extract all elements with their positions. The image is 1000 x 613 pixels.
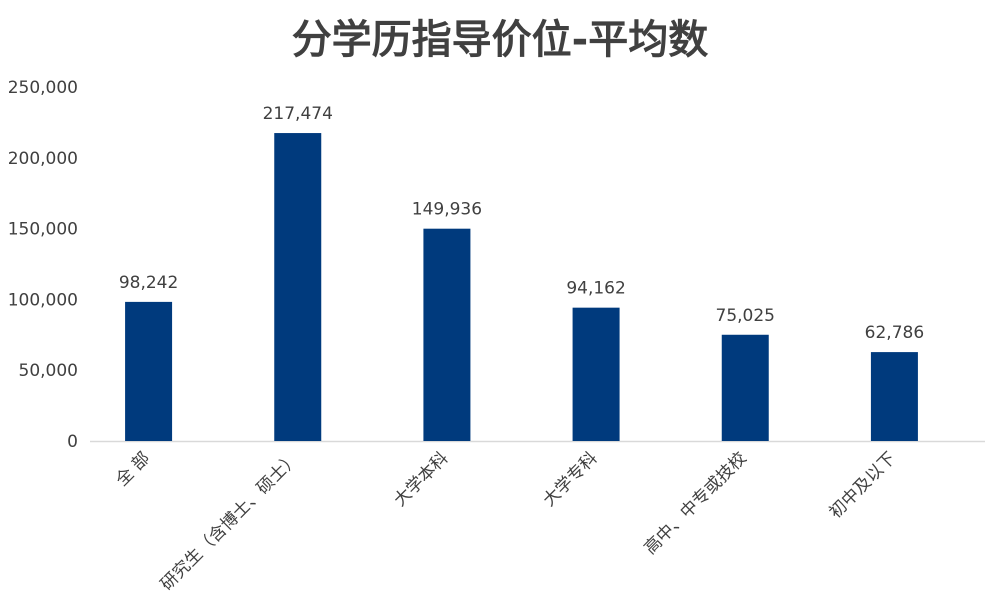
- bar: [721, 334, 769, 441]
- data-label: 75,025: [716, 306, 775, 326]
- bar: [274, 133, 322, 441]
- chart-title: 分学历指导价位-平均数: [292, 17, 709, 63]
- x-tick-label: 初中及以下: [826, 448, 900, 522]
- x-tick-label: 大学本科: [390, 448, 452, 510]
- data-label: 94,162: [566, 279, 625, 299]
- data-label: 62,786: [865, 323, 924, 343]
- y-tick-label: 200,000: [8, 149, 78, 169]
- data-label: 98,242: [119, 273, 178, 293]
- y-tick-label: 250,000: [8, 78, 78, 98]
- y-axis: 0 50,000 100,000 150,000 200,000 250,000: [8, 78, 78, 452]
- bar: [125, 301, 173, 441]
- data-labels: 98,242 217,474 149,936 94,162 75,025 62,786: [119, 104, 924, 343]
- y-tick-label: 50,000: [19, 361, 78, 381]
- x-tick-label: 高中、中专或技校: [640, 448, 750, 558]
- x-tick-label: 研究生（含博士、硕士）: [157, 448, 303, 594]
- x-axis: 全 部研究生（含博士、硕士） 大学本科 大学专科 高中、中专或技校 初中及以下: [90, 440, 985, 595]
- data-label: 149,936: [412, 200, 482, 220]
- bar: [572, 307, 620, 441]
- bar: [870, 352, 918, 441]
- y-tick-label: 0: [67, 432, 78, 452]
- bars: [125, 133, 918, 441]
- x-tick-label: 全 部: [112, 448, 154, 490]
- bar: [423, 228, 471, 441]
- x-tick-label: 大学专科: [539, 448, 601, 510]
- y-tick-label: 150,000: [8, 220, 78, 240]
- y-tick-label: 100,000: [8, 290, 78, 310]
- data-label: 217,474: [263, 104, 333, 124]
